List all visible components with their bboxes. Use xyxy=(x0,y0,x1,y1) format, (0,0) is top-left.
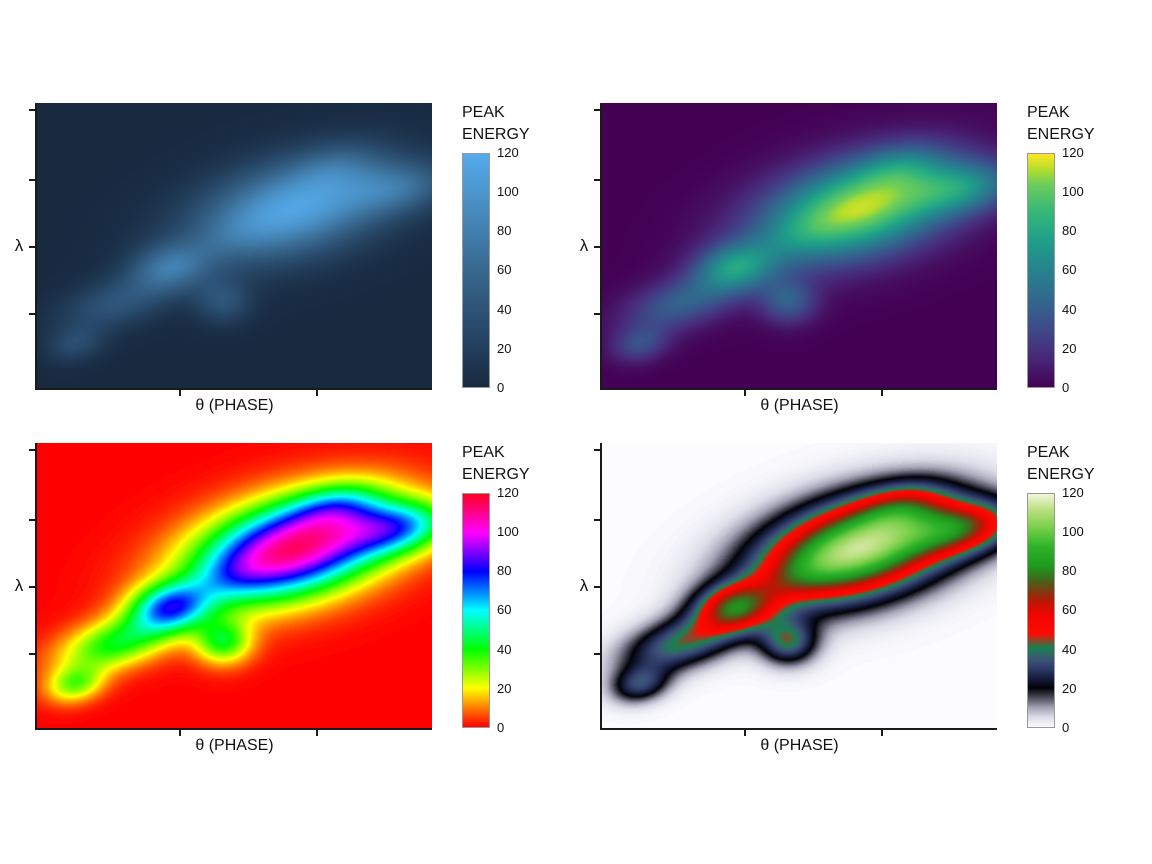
x-tick-mark xyxy=(744,390,746,396)
colorbar-tick-label: 120 xyxy=(497,145,519,160)
y-tick-mark xyxy=(594,653,600,655)
colorbar-title-line: ENERGY xyxy=(462,466,530,483)
colorbar-title-line: PEAK xyxy=(462,104,505,121)
colorbar-title: PEAK ENERGY xyxy=(1027,102,1095,146)
colorbar-title-line: ENERGY xyxy=(1027,466,1095,483)
colorbar-tick-label: 60 xyxy=(497,602,512,618)
y-tick-mark xyxy=(594,586,600,588)
colorbar-tick-labels: 120 100 80 60 40 20 0 xyxy=(1062,144,1102,397)
panel-bottom-left xyxy=(29,443,432,736)
colorbar-gradient xyxy=(462,493,490,728)
colorbar-title-line: PEAK xyxy=(462,444,505,461)
y-axis-label: λ xyxy=(14,236,24,255)
colorbar-title: PEAK ENERGY xyxy=(462,442,530,486)
y-tick-mark xyxy=(29,109,35,111)
y-tick-mark xyxy=(29,653,35,655)
colorbar-title-line: ENERGY xyxy=(462,126,530,143)
heatmap-canvas xyxy=(602,443,997,728)
colorbar-tick-label: 120 xyxy=(1062,485,1084,500)
colorbar-gradient xyxy=(462,153,490,388)
colorbar-tick-labels: 120 100 80 60 40 20 0 xyxy=(497,144,537,397)
y-axis-label: λ xyxy=(579,236,589,255)
colorbar-tick-label: 100 xyxy=(497,184,519,200)
y-tick-mark xyxy=(29,586,35,588)
y-tick-mark xyxy=(594,449,600,451)
y-axis-label: λ xyxy=(14,576,24,595)
panel-top-left xyxy=(29,103,432,396)
x-tick-mark xyxy=(316,730,318,736)
x-tick-mark xyxy=(179,390,181,396)
heatmap-canvas xyxy=(37,443,432,728)
colorbar-tick-label: 40 xyxy=(1062,301,1077,317)
colorbar-tick-label: 20 xyxy=(1062,680,1077,696)
x-axis-label: θ (PHASE) xyxy=(760,737,839,754)
panel-top-right xyxy=(594,103,997,396)
colorbar-title-line: PEAK xyxy=(1027,104,1070,121)
y-tick-mark xyxy=(594,246,600,248)
y-axis-label: λ xyxy=(579,576,589,595)
colorbar-tick-labels: 120 100 80 60 40 20 0 xyxy=(497,484,537,737)
colorbar-title: PEAK ENERGY xyxy=(1027,442,1095,486)
colorbar-tick-label: 80 xyxy=(1062,563,1077,579)
colorbar-title-line: PEAK xyxy=(1027,444,1070,461)
colorbar-tick-label: 0 xyxy=(497,719,505,735)
colorbar-tick-label: 80 xyxy=(497,223,512,239)
colorbar-tick-label: 40 xyxy=(497,641,512,657)
x-axis-label: θ (PHASE) xyxy=(195,397,274,414)
y-tick-mark xyxy=(594,519,600,521)
colorbar-tick-label: 120 xyxy=(1062,145,1084,160)
x-tick-mark xyxy=(179,730,181,736)
colorbar-tick-label: 0 xyxy=(497,379,505,395)
heatmap-canvas xyxy=(602,103,997,388)
x-tick-mark xyxy=(881,390,883,396)
y-tick-mark xyxy=(29,519,35,521)
colorbar-tick-label: 60 xyxy=(1062,602,1077,618)
y-tick-mark xyxy=(29,246,35,248)
colorbar-tick-label: 60 xyxy=(1062,262,1077,278)
colorbar-title: PEAK ENERGY xyxy=(462,102,530,146)
colorbar-tick-label: 100 xyxy=(497,524,519,540)
panel-bottom-right xyxy=(594,443,997,736)
colorbar-gradient xyxy=(1027,493,1055,728)
colorbar-tick-label: 120 xyxy=(497,485,519,500)
y-tick-mark xyxy=(29,449,35,451)
colorbar-tick-label: 0 xyxy=(1062,719,1070,735)
colorbar-tick-label: 20 xyxy=(497,340,512,356)
colorbar-title-line: ENERGY xyxy=(1027,126,1095,143)
y-tick-mark xyxy=(29,179,35,181)
colorbar-tick-label: 20 xyxy=(1062,340,1077,356)
colorbar-tick-label: 80 xyxy=(497,563,512,579)
colorbar-tick-label: 60 xyxy=(497,262,512,278)
x-tick-mark xyxy=(744,730,746,736)
colorbar-gradient xyxy=(1027,153,1055,388)
colorbar-tick-label: 40 xyxy=(497,301,512,317)
colorbar-tick-label: 100 xyxy=(1062,524,1084,540)
y-tick-mark xyxy=(594,179,600,181)
x-axis-label: θ (PHASE) xyxy=(195,737,274,754)
colorbar-tick-label: 80 xyxy=(1062,223,1077,239)
colorbar-tick-labels: 120 100 80 60 40 20 0 xyxy=(1062,484,1102,737)
x-tick-mark xyxy=(316,390,318,396)
colorbar-tick-label: 0 xyxy=(1062,379,1070,395)
colorbar-tick-label: 20 xyxy=(497,680,512,696)
y-tick-mark xyxy=(29,313,35,315)
y-tick-mark xyxy=(594,109,600,111)
heatmap-canvas xyxy=(37,103,432,388)
x-tick-mark xyxy=(881,730,883,736)
x-axis-label: θ (PHASE) xyxy=(760,397,839,414)
y-tick-mark xyxy=(594,313,600,315)
colorbar-tick-label: 100 xyxy=(1062,184,1084,200)
colorbar-tick-label: 40 xyxy=(1062,641,1077,657)
